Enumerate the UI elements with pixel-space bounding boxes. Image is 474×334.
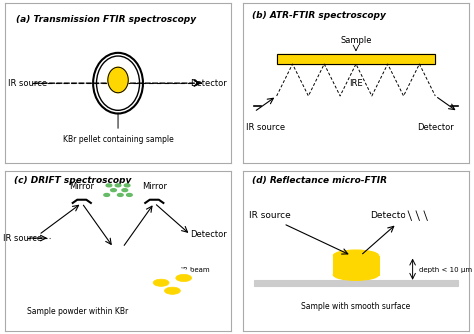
Text: IRE: IRE <box>349 79 363 88</box>
Text: IR source: IR source <box>246 123 285 132</box>
Text: Sample with smooth surface: Sample with smooth surface <box>301 302 410 311</box>
Ellipse shape <box>98 246 138 256</box>
Text: Sample powder within KBr: Sample powder within KBr <box>27 307 128 316</box>
Ellipse shape <box>127 193 132 196</box>
Ellipse shape <box>104 193 109 196</box>
Polygon shape <box>333 256 379 275</box>
Polygon shape <box>254 280 458 286</box>
Text: (a) Transmission FTIR spectroscopy: (a) Transmission FTIR spectroscopy <box>16 14 196 23</box>
Ellipse shape <box>98 270 138 280</box>
Ellipse shape <box>118 193 123 196</box>
Text: Sample: Sample <box>340 36 372 45</box>
Polygon shape <box>277 54 435 64</box>
Ellipse shape <box>124 184 130 187</box>
Text: IR source: IR source <box>249 211 291 220</box>
Text: IR source: IR source <box>3 233 43 242</box>
Text: Detector: Detector <box>370 211 410 220</box>
Ellipse shape <box>110 189 116 192</box>
Text: Mirror: Mirror <box>142 182 167 191</box>
Polygon shape <box>98 251 138 275</box>
Ellipse shape <box>406 206 433 225</box>
Ellipse shape <box>176 274 191 282</box>
Text: Mirror: Mirror <box>69 182 94 191</box>
Text: (c) DRIFT spectroscopy: (c) DRIFT spectroscopy <box>14 176 131 185</box>
Text: Detector: Detector <box>417 123 454 132</box>
Ellipse shape <box>108 67 128 93</box>
Ellipse shape <box>122 189 128 192</box>
Text: Detector: Detector <box>190 230 227 239</box>
Text: Detector: Detector <box>190 79 227 88</box>
Ellipse shape <box>115 184 121 187</box>
Ellipse shape <box>150 269 200 297</box>
Text: depth < 10 μm: depth < 10 μm <box>419 267 473 273</box>
Text: IR source: IR source <box>8 79 47 88</box>
Text: (b) ATR-FTIR spectroscopy: (b) ATR-FTIR spectroscopy <box>252 11 386 20</box>
Text: IR beam: IR beam <box>182 267 210 273</box>
Polygon shape <box>272 64 440 96</box>
Text: KBr pellet containing sample: KBr pellet containing sample <box>63 135 173 144</box>
Ellipse shape <box>106 184 112 187</box>
Ellipse shape <box>164 287 180 294</box>
Ellipse shape <box>333 269 379 280</box>
Ellipse shape <box>333 250 379 261</box>
Ellipse shape <box>153 279 169 286</box>
Text: (d) Reflectance micro-FTIR: (d) Reflectance micro-FTIR <box>252 176 387 185</box>
